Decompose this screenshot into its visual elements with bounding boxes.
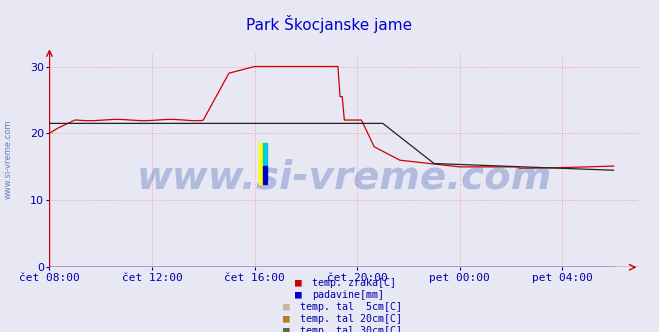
Text: Park Škocjanske jame: Park Škocjanske jame: [246, 15, 413, 33]
Text: temp. tal 30cm[C]: temp. tal 30cm[C]: [300, 326, 402, 332]
Text: temp. tal 20cm[C]: temp. tal 20cm[C]: [300, 314, 402, 324]
Text: ■: ■: [283, 326, 290, 332]
Text: www.si-vreme.com: www.si-vreme.com: [136, 158, 552, 196]
Text: temp. tal  5cm[C]: temp. tal 5cm[C]: [300, 302, 402, 312]
Text: www.si-vreme.com: www.si-vreme.com: [3, 120, 13, 199]
Bar: [259, 143, 263, 184]
Bar: [263, 166, 268, 184]
Text: ■: ■: [295, 278, 302, 288]
Text: temp. zraka[C]: temp. zraka[C]: [312, 278, 395, 288]
Bar: [263, 143, 268, 166]
Text: padavine[mm]: padavine[mm]: [312, 290, 384, 300]
Text: ■: ■: [295, 290, 302, 300]
Text: ■: ■: [283, 302, 290, 312]
Text: ■: ■: [283, 314, 290, 324]
